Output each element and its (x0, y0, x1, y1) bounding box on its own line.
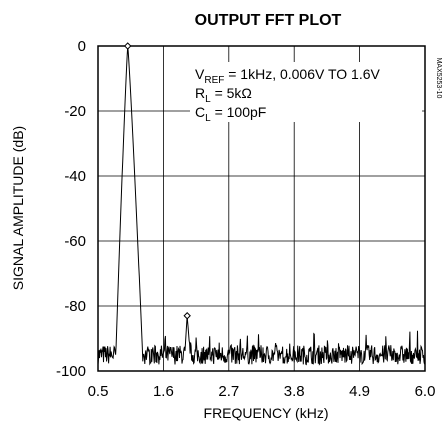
peak-markers (124, 42, 191, 320)
peak-marker (183, 312, 191, 320)
rl-rest: = 5kΩ (211, 85, 252, 101)
y-tick-label: -80 (64, 298, 86, 315)
annotation-line-vref: VREF = 1kHz, 0.006V TO 1.6V (195, 66, 381, 86)
x-tick-label: 3.8 (284, 383, 305, 400)
y-axis-label: SIGNAL AMPLITUDE (dB) (10, 126, 26, 290)
x-axis-label: FREQUENCY (kHz) (204, 405, 329, 421)
fft-trace-line (97, 45, 426, 366)
x-tick-label: 4.9 (349, 383, 370, 400)
plot-frame (97, 45, 426, 372)
vref-rest: = 1kHz, 0.006V TO 1.6V (224, 66, 380, 82)
y-tick-label: -60 (64, 233, 86, 250)
cl-prefix: C (195, 104, 205, 120)
x-tick-labels: 0.5 1.6 2.7 3.8 4.9 6.0 (88, 383, 436, 400)
x-tick-label: 6.0 (415, 383, 436, 400)
x-tick-label: 0.5 (88, 383, 109, 400)
annotation-line-rl: RL = 5kΩ (195, 85, 252, 105)
rl-prefix: R (195, 85, 205, 101)
figure-code-label: MAX5253-10 (435, 58, 442, 99)
vref-prefix: V (195, 66, 205, 82)
x-tick-label: 1.6 (153, 383, 174, 400)
chart-title: OUTPUT FFT PLOT (195, 12, 342, 29)
annotation-background (190, 62, 422, 122)
y-tick-labels: 0 -20 -40 -60 -80 -100 (56, 38, 86, 380)
y-tick-label: -20 (64, 103, 86, 120)
cl-sub: L (205, 113, 211, 124)
annotation-line-cl: CL = 100pF (195, 104, 266, 124)
y-tick-label: -40 (64, 168, 86, 185)
vref-sub: REF (204, 75, 224, 86)
y-tick-label: 0 (78, 38, 86, 55)
peak-marker (124, 42, 132, 50)
cl-rest: = 100pF (211, 104, 267, 120)
rl-sub: L (205, 94, 211, 105)
annotation-block: VREF = 1kHz, 0.006V TO 1.6V RL = 5kΩ CL … (190, 62, 422, 124)
y-tick-label: -100 (56, 363, 86, 380)
x-tick-label: 2.7 (218, 383, 239, 400)
